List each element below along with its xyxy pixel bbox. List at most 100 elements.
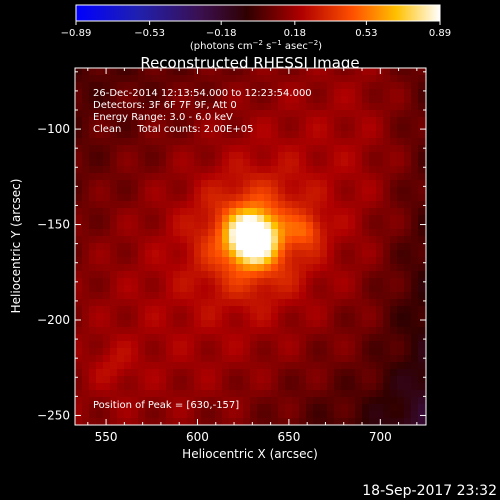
heatmap-cell bbox=[278, 222, 285, 229]
heatmap-cell bbox=[278, 180, 285, 187]
heatmap-cell bbox=[376, 222, 383, 229]
heatmap-cell bbox=[264, 243, 271, 250]
heatmap-cell bbox=[166, 201, 173, 208]
heatmap-cell bbox=[117, 194, 124, 201]
heatmap-cell bbox=[138, 243, 145, 250]
heatmap-cell bbox=[257, 208, 264, 215]
heatmap-cell bbox=[138, 271, 145, 278]
heatmap-cell bbox=[334, 229, 341, 236]
heatmap-cell bbox=[180, 285, 187, 292]
heatmap-cell bbox=[173, 355, 180, 362]
heatmap-cell bbox=[397, 96, 404, 103]
heatmap-cell bbox=[278, 355, 285, 362]
heatmap-cell bbox=[306, 334, 313, 341]
heatmap-cell bbox=[208, 208, 215, 215]
heatmap-cell bbox=[215, 362, 222, 369]
heatmap-cell bbox=[271, 180, 278, 187]
heatmap-cell bbox=[159, 180, 166, 187]
heatmap-cell bbox=[306, 96, 313, 103]
heatmap-cell bbox=[75, 369, 82, 376]
heatmap-cell bbox=[138, 103, 145, 110]
heatmap-cell bbox=[327, 117, 334, 124]
heatmap-cell bbox=[369, 166, 376, 173]
heatmap-cell bbox=[201, 96, 208, 103]
heatmap-cell bbox=[124, 390, 131, 397]
heatmap-cell bbox=[348, 299, 355, 306]
heatmap-cell bbox=[257, 222, 264, 229]
heatmap-cell bbox=[271, 404, 278, 411]
heatmap-cell bbox=[82, 138, 89, 145]
heatmap-cell bbox=[320, 124, 327, 131]
heatmap-cell bbox=[348, 68, 355, 75]
heatmap-cell bbox=[404, 138, 411, 145]
heatmap-cell bbox=[404, 292, 411, 299]
heatmap-cell bbox=[110, 404, 117, 411]
heatmap-cell bbox=[320, 348, 327, 355]
heatmap-cell bbox=[348, 208, 355, 215]
heatmap-cell bbox=[145, 82, 152, 89]
heatmap-cell bbox=[327, 264, 334, 271]
heatmap-cell bbox=[355, 159, 362, 166]
heatmap-cell bbox=[271, 250, 278, 257]
heatmap-cell bbox=[299, 362, 306, 369]
heatmap-cell bbox=[173, 327, 180, 334]
heatmap-cell bbox=[166, 236, 173, 243]
heatmap-cell bbox=[299, 103, 306, 110]
heatmap-cell bbox=[75, 96, 82, 103]
heatmap-cell bbox=[404, 187, 411, 194]
heatmap-cell bbox=[236, 306, 243, 313]
heatmap-cell bbox=[222, 180, 229, 187]
heatmap-cell bbox=[243, 166, 250, 173]
heatmap-cell bbox=[152, 75, 159, 82]
heatmap-cell bbox=[257, 180, 264, 187]
heatmap-cell bbox=[341, 355, 348, 362]
heatmap-cell bbox=[208, 355, 215, 362]
heatmap-cell bbox=[201, 292, 208, 299]
heatmap-cell bbox=[355, 355, 362, 362]
heatmap-cell bbox=[75, 362, 82, 369]
heatmap-cell bbox=[404, 278, 411, 285]
heatmap-cell bbox=[131, 89, 138, 96]
heatmap-cell bbox=[264, 173, 271, 180]
heatmap-cell bbox=[348, 222, 355, 229]
heatmap-cell bbox=[404, 110, 411, 117]
heatmap-cell bbox=[215, 82, 222, 89]
heatmap-cell bbox=[215, 369, 222, 376]
heatmap-cell bbox=[299, 110, 306, 117]
heatmap-cell bbox=[159, 369, 166, 376]
heatmap-cell bbox=[96, 194, 103, 201]
heatmap-cell bbox=[138, 334, 145, 341]
heatmap-cell bbox=[411, 215, 418, 222]
heatmap-cell bbox=[341, 292, 348, 299]
heatmap-cell bbox=[124, 348, 131, 355]
heatmap-cell bbox=[418, 82, 425, 89]
heatmap-cell bbox=[327, 131, 334, 138]
heatmap-cell bbox=[404, 180, 411, 187]
heatmap-cell bbox=[222, 299, 229, 306]
heatmap-cell bbox=[96, 320, 103, 327]
heatmap-cell bbox=[334, 348, 341, 355]
colorbar-tick-label: −0.18 bbox=[206, 28, 237, 39]
heatmap-cell bbox=[306, 82, 313, 89]
info-energy: Energy Range: 3.0 - 6.0 keV bbox=[93, 112, 233, 123]
heatmap-cell bbox=[229, 159, 236, 166]
heatmap-cell bbox=[306, 411, 313, 418]
heatmap-cell bbox=[82, 152, 89, 159]
heatmap-cell bbox=[383, 362, 390, 369]
heatmap-cell bbox=[299, 75, 306, 82]
heatmap-cell bbox=[89, 124, 96, 131]
heatmap-cell bbox=[418, 299, 425, 306]
heatmap-cell bbox=[299, 313, 306, 320]
heatmap-cell bbox=[390, 180, 397, 187]
heatmap-cell bbox=[376, 152, 383, 159]
heatmap-cell bbox=[173, 376, 180, 383]
heatmap-cell bbox=[250, 299, 257, 306]
heatmap-cell bbox=[187, 89, 194, 96]
heatmap-cell bbox=[404, 173, 411, 180]
heatmap-cell bbox=[229, 313, 236, 320]
heatmap-cell bbox=[369, 131, 376, 138]
heatmap-cell bbox=[285, 131, 292, 138]
heatmap-cell bbox=[292, 89, 299, 96]
colorbar: −0.89 −0.53 −0.18 0.18 0.53 0.89 (photons cm−… bbox=[61, 4, 451, 52]
heatmap-cell bbox=[390, 173, 397, 180]
